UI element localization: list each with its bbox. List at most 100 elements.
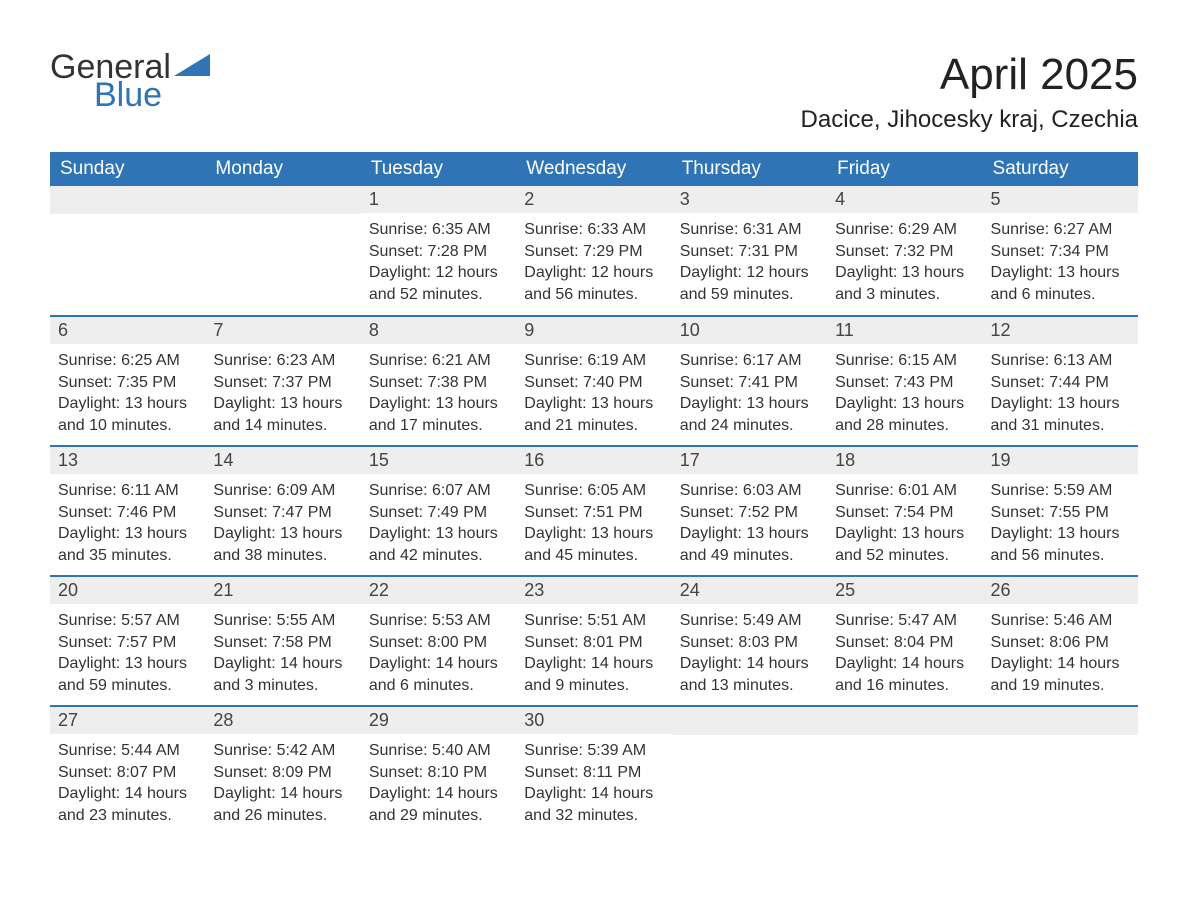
- day-sunrise: Sunrise: 6:05 AM: [524, 480, 663, 502]
- weekday-header: Saturday: [983, 152, 1138, 186]
- day-cell: 20Sunrise: 5:57 AMSunset: 7:57 PMDayligh…: [50, 576, 205, 706]
- day-sunset: Sunset: 7:46 PM: [58, 502, 197, 524]
- day-sunrise: Sunrise: 5:44 AM: [58, 740, 197, 762]
- day-sunset: Sunset: 7:55 PM: [991, 502, 1130, 524]
- day-sunset: Sunset: 7:44 PM: [991, 372, 1130, 394]
- day-cell: 17Sunrise: 6:03 AMSunset: 7:52 PMDayligh…: [672, 446, 827, 576]
- day-sunset: Sunset: 7:52 PM: [680, 502, 819, 524]
- day-content: Sunrise: 6:19 AMSunset: 7:40 PMDaylight:…: [516, 344, 671, 444]
- day-cell: 25Sunrise: 5:47 AMSunset: 8:04 PMDayligh…: [827, 576, 982, 706]
- day-sunrise: Sunrise: 6:01 AM: [835, 480, 974, 502]
- day-daylight2: and 21 minutes.: [524, 415, 663, 437]
- day-daylight2: and 17 minutes.: [369, 415, 508, 437]
- logo-triangle-icon: [174, 54, 210, 80]
- day-number: 9: [516, 317, 671, 344]
- day-cell: 3Sunrise: 6:31 AMSunset: 7:31 PMDaylight…: [672, 186, 827, 316]
- day-daylight2: and 9 minutes.: [524, 675, 663, 697]
- day-sunrise: Sunrise: 6:21 AM: [369, 350, 508, 372]
- day-content: Sunrise: 6:15 AMSunset: 7:43 PMDaylight:…: [827, 344, 982, 444]
- day-daylight1: Daylight: 13 hours: [991, 262, 1130, 284]
- day-sunset: Sunset: 8:07 PM: [58, 762, 197, 784]
- day-daylight1: Daylight: 13 hours: [680, 393, 819, 415]
- day-daylight2: and 14 minutes.: [213, 415, 352, 437]
- day-content: Sunrise: 5:46 AMSunset: 8:06 PMDaylight:…: [983, 604, 1138, 704]
- day-sunset: Sunset: 7:38 PM: [369, 372, 508, 394]
- day-sunset: Sunset: 7:32 PM: [835, 241, 974, 263]
- day-cell: 10Sunrise: 6:17 AMSunset: 7:41 PMDayligh…: [672, 316, 827, 446]
- day-daylight1: Daylight: 14 hours: [524, 653, 663, 675]
- day-number: 30: [516, 707, 671, 734]
- day-cell: 2Sunrise: 6:33 AMSunset: 7:29 PMDaylight…: [516, 186, 671, 316]
- day-cell: 18Sunrise: 6:01 AMSunset: 7:54 PMDayligh…: [827, 446, 982, 576]
- day-sunset: Sunset: 7:31 PM: [680, 241, 819, 263]
- day-daylight1: Daylight: 13 hours: [835, 393, 974, 415]
- day-number: 19: [983, 447, 1138, 474]
- day-content: Sunrise: 6:31 AMSunset: 7:31 PMDaylight:…: [672, 213, 827, 313]
- day-daylight1: Daylight: 13 hours: [835, 523, 974, 545]
- day-sunrise: Sunrise: 5:42 AM: [213, 740, 352, 762]
- page-header: General Blue April 2025 Dacice, Jihocesk…: [50, 50, 1138, 134]
- weekday-header: Sunday: [50, 152, 205, 186]
- day-number: 15: [361, 447, 516, 474]
- day-daylight1: Daylight: 13 hours: [524, 393, 663, 415]
- day-daylight2: and 19 minutes.: [991, 675, 1130, 697]
- day-daylight1: Daylight: 14 hours: [369, 783, 508, 805]
- day-number: 29: [361, 707, 516, 734]
- day-number: 25: [827, 577, 982, 604]
- day-sunset: Sunset: 8:03 PM: [680, 632, 819, 654]
- day-cell: [205, 186, 360, 316]
- day-daylight1: Daylight: 14 hours: [835, 653, 974, 675]
- calendar-page: General Blue April 2025 Dacice, Jihocesk…: [0, 0, 1188, 876]
- logo-text-blue: Blue: [94, 78, 210, 112]
- day-sunrise: Sunrise: 6:15 AM: [835, 350, 974, 372]
- day-daylight1: Daylight: 14 hours: [213, 783, 352, 805]
- month-title: April 2025: [801, 50, 1138, 100]
- day-cell: 5 Sunrise: 6:27 AMSunset: 7:34 PMDaylight…: [983, 186, 1138, 316]
- day-sunrise: Sunrise: 6:09 AM: [213, 480, 352, 502]
- weekday-header: Thursday: [672, 152, 827, 186]
- day-daylight1: Daylight: 13 hours: [58, 523, 197, 545]
- day-sunrise: Sunrise: 6:27 AM: [991, 219, 1130, 241]
- day-sunrise: Sunrise: 5:49 AM: [680, 610, 819, 632]
- empty-day-header: [983, 707, 1138, 735]
- empty-day-header: [205, 186, 360, 214]
- day-number: 12: [983, 317, 1138, 344]
- day-cell: 30Sunrise: 5:39 AMSunset: 8:11 PMDayligh…: [516, 706, 671, 836]
- day-cell: 11Sunrise: 6:15 AMSunset: 7:43 PMDayligh…: [827, 316, 982, 446]
- day-daylight2: and 6 minutes.: [369, 675, 508, 697]
- day-number: 20: [50, 577, 205, 604]
- day-sunset: Sunset: 7:47 PM: [213, 502, 352, 524]
- day-cell: [983, 706, 1138, 836]
- day-sunset: Sunset: 7:28 PM: [369, 241, 508, 263]
- day-number: 10: [672, 317, 827, 344]
- day-cell: 12Sunrise: 6:13 AMSunset: 7:44 PMDayligh…: [983, 316, 1138, 446]
- day-cell: 21Sunrise: 5:55 AMSunset: 7:58 PMDayligh…: [205, 576, 360, 706]
- day-content: Sunrise: 6:33 AMSunset: 7:29 PMDaylight:…: [516, 213, 671, 313]
- day-sunset: Sunset: 8:04 PM: [835, 632, 974, 654]
- day-number: 8: [361, 317, 516, 344]
- week-row: 20Sunrise: 5:57 AMSunset: 7:57 PMDayligh…: [50, 576, 1138, 706]
- day-sunrise: Sunrise: 6:03 AM: [680, 480, 819, 502]
- day-daylight2: and 6 minutes.: [991, 284, 1130, 306]
- day-sunrise: Sunrise: 5:53 AM: [369, 610, 508, 632]
- day-content: Sunrise: 6:29 AMSunset: 7:32 PMDaylight:…: [827, 213, 982, 313]
- day-cell: 16Sunrise: 6:05 AMSunset: 7:51 PMDayligh…: [516, 446, 671, 576]
- day-number: 6: [50, 317, 205, 344]
- day-daylight1: Daylight: 12 hours: [524, 262, 663, 284]
- day-daylight2: and 10 minutes.: [58, 415, 197, 437]
- logo: General Blue: [50, 50, 210, 112]
- day-sunset: Sunset: 7:40 PM: [524, 372, 663, 394]
- week-row: 6Sunrise: 6:25 AMSunset: 7:35 PMDaylight…: [50, 316, 1138, 446]
- day-content: Sunrise: 6:01 AMSunset: 7:54 PMDaylight:…: [827, 474, 982, 574]
- day-sunrise: Sunrise: 6:29 AM: [835, 219, 974, 241]
- day-content: Sunrise: 5:44 AMSunset: 8:07 PMDaylight:…: [50, 734, 205, 834]
- day-daylight2: and 29 minutes.: [369, 805, 508, 827]
- day-sunset: Sunset: 8:06 PM: [991, 632, 1130, 654]
- day-cell: 26Sunrise: 5:46 AMSunset: 8:06 PMDayligh…: [983, 576, 1138, 706]
- empty-day-header: [672, 707, 827, 735]
- day-sunrise: Sunrise: 5:46 AM: [991, 610, 1130, 632]
- day-daylight1: Daylight: 13 hours: [991, 523, 1130, 545]
- day-number: 2: [516, 186, 671, 213]
- day-sunset: Sunset: 7:34 PM: [991, 241, 1130, 263]
- day-number: 5: [983, 186, 1138, 213]
